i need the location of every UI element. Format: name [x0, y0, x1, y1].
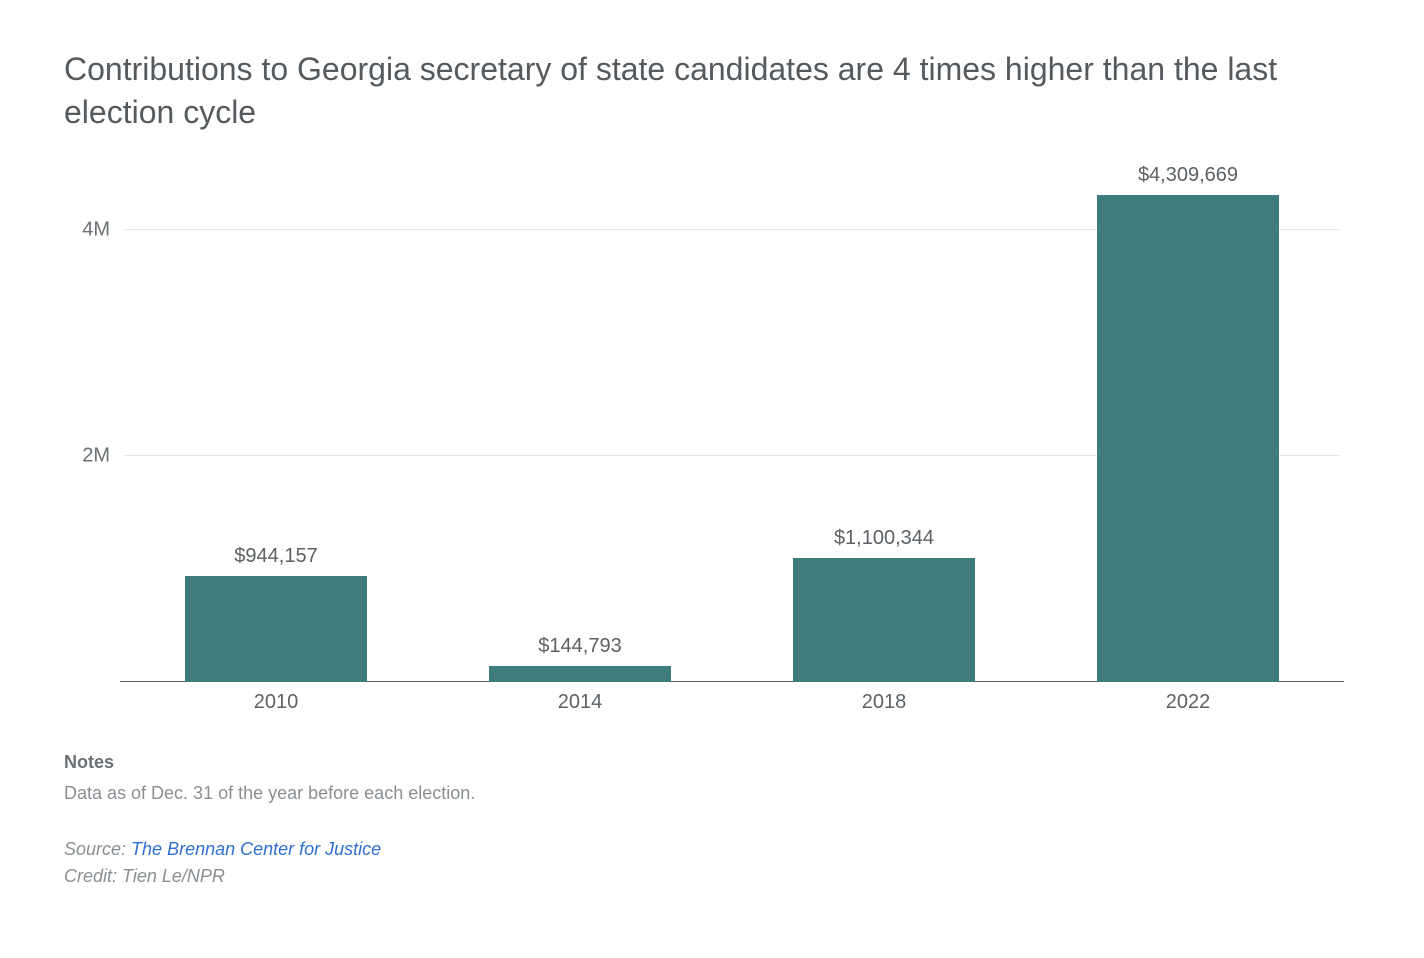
credit-line: Credit: Tien Le/NPR [64, 863, 1320, 890]
notes-heading: Notes [64, 752, 1320, 773]
chart-container: Contributions to Georgia secretary of st… [0, 0, 1424, 958]
bar [489, 666, 671, 682]
y-tick-label: 2M [82, 445, 110, 468]
x-tick-label: 2018 [732, 691, 1036, 714]
x-tick-label: 2014 [428, 691, 732, 714]
bar-value-label: $944,157 [234, 545, 317, 568]
source-line: Source: The Brennan Center for Justice [64, 836, 1320, 863]
bar-slot: $4,309,669 [1036, 162, 1340, 682]
bar-slot: $144,793 [428, 162, 732, 682]
notes-section: Notes Data as of Dec. 31 of the year bef… [64, 752, 1360, 890]
bar [793, 558, 975, 682]
source-link[interactable]: The Brennan Center for Justice [131, 839, 381, 859]
bar-value-label: $4,309,669 [1138, 164, 1238, 187]
x-tick-label: 2010 [124, 691, 428, 714]
plot-area: 4M2M $944,157$144,793$1,100,344$4,309,66… [124, 162, 1340, 682]
y-tick-label: 4M [82, 219, 110, 242]
bar [185, 576, 367, 683]
bar [1097, 195, 1279, 682]
bar-slot: $1,100,344 [732, 162, 1036, 682]
chart-title: Contributions to Georgia secretary of st… [64, 48, 1360, 134]
bar-slot: $944,157 [124, 162, 428, 682]
notes-text: Data as of Dec. 31 of the year before ea… [64, 783, 1320, 804]
chart-area: 4M 2M $944,157 $144,793 $1,100,344 $4,309,66… [64, 162, 1360, 722]
bar-value-label: $144,793 [538, 635, 621, 658]
bars-row: $944,157 $144,793 $1,100,344 $4,309,669 [124, 162, 1340, 682]
x-tick-label: 2022 [1036, 691, 1340, 714]
bar-value-label: $1,100,344 [834, 527, 934, 550]
source-prefix: Source: [64, 839, 131, 859]
x-axis: 2010201420182022 [124, 682, 1340, 722]
